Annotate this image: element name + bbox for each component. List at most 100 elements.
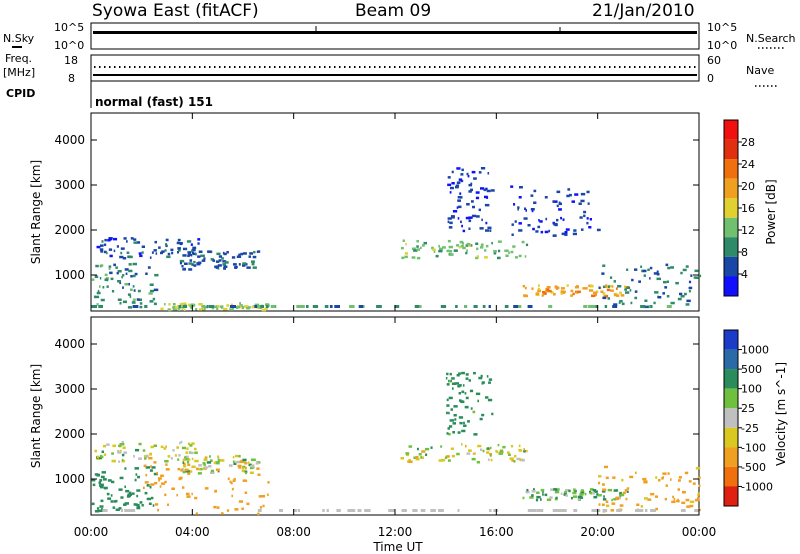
power-ground-cell xyxy=(329,305,333,308)
power-scatter-cell xyxy=(128,269,133,273)
power-scatter-cell xyxy=(553,222,558,226)
velocity-ground-cell xyxy=(602,509,608,512)
power-scatter-cell xyxy=(212,259,215,262)
power-colorbar-tick-label: 24 xyxy=(741,158,755,171)
power-scatter-cell xyxy=(580,192,586,196)
power-scatter-cell xyxy=(624,288,627,291)
power-scatter-cell xyxy=(545,217,548,221)
power-scatter-cell xyxy=(249,252,253,255)
power-scatter-cell xyxy=(649,266,653,270)
velocity-scatter-cell xyxy=(482,449,485,453)
velocity-scatter-cell xyxy=(472,410,476,414)
power-scatter-cell xyxy=(558,208,562,211)
velocity-scatter-cell xyxy=(605,500,609,503)
power-scatter-cell xyxy=(480,167,486,170)
velocity-scatter-cell xyxy=(145,473,148,477)
velocity-scatter-cell xyxy=(456,452,460,456)
velocity-ground-cell xyxy=(102,509,108,512)
velocity-scatter-cell xyxy=(643,497,648,500)
velocity-scatter-cell xyxy=(461,390,465,394)
velocity-scatter-cell xyxy=(488,381,491,384)
power-scatter-cell xyxy=(223,252,227,256)
power-scatter-cell xyxy=(132,285,135,288)
power-scatter-cell xyxy=(558,201,561,204)
velocity-scatter-cell xyxy=(113,500,117,503)
power-ground-cell xyxy=(258,305,264,308)
power-scatter-cell xyxy=(252,255,257,259)
velocity-scatter-cell xyxy=(115,508,120,511)
velocity-scatter-cell xyxy=(267,493,269,496)
velocity-scatter-cell xyxy=(99,454,103,458)
velocity-scatter-cell xyxy=(191,457,194,461)
velocity-scatter-cell xyxy=(611,502,616,505)
power-scatter-cell xyxy=(236,255,242,258)
velocity-scatter-cell xyxy=(101,508,103,511)
power-scatter-cell xyxy=(171,251,174,255)
velocity-scatter-cell xyxy=(144,491,148,495)
power-scatter-cell xyxy=(242,264,246,267)
freq-right-label: Nave xyxy=(746,64,774,77)
velocity-scatter-cell xyxy=(123,451,128,454)
velocity-scatter-cell xyxy=(446,404,450,407)
power-colorbar-tick-label: 16 xyxy=(741,202,755,215)
velocity-scatter-cell xyxy=(684,471,689,475)
station-title: Syowa East (fitACF) xyxy=(92,1,259,21)
power-scatter-cell xyxy=(238,253,241,257)
power-scatter-cell xyxy=(126,251,130,254)
power-scatter-cell xyxy=(484,203,490,207)
power-scatter-cell xyxy=(479,227,484,230)
velocity-scatter-cell xyxy=(697,493,700,497)
power-scatter-cell xyxy=(521,240,525,244)
velocity-scatter-cell xyxy=(119,476,124,480)
power-scatter-cell xyxy=(460,245,464,248)
power-scatter-cell xyxy=(432,248,436,251)
power-scatter-cell xyxy=(634,290,638,293)
power-scatter-cell xyxy=(431,246,434,250)
power-scatter-cell xyxy=(542,292,547,295)
power-scatter-cell xyxy=(530,194,534,197)
power-scatter-cell xyxy=(198,303,203,306)
velocity-ground-cell xyxy=(536,509,542,512)
power-scatter-cell xyxy=(240,252,244,256)
power-scatter-cell xyxy=(104,238,107,242)
velocity-scatter-cell xyxy=(245,461,248,465)
velocity-scatter-cell xyxy=(136,504,140,507)
power-scatter-cell xyxy=(613,303,618,306)
power-scatter-cell xyxy=(99,277,102,280)
noise-left-tick-top: 10^5 xyxy=(54,21,84,34)
velocity-scatter-cell xyxy=(610,509,615,512)
velocity-scatter-cell xyxy=(460,400,465,404)
velocity-ground-cell xyxy=(635,509,641,512)
velocity-scatter-cell xyxy=(134,467,139,470)
velocity-scatter-cell xyxy=(467,420,470,423)
power-scatter-cell xyxy=(458,246,461,249)
power-scatter-cell xyxy=(611,285,614,288)
power-scatter-cell xyxy=(472,205,475,209)
velocity-scatter-cell xyxy=(177,467,181,471)
power-y-axis-label: Slant Range [km] xyxy=(29,160,43,264)
power-scatter-cell xyxy=(161,250,165,253)
power-scatter-cell xyxy=(252,266,257,269)
velocity-scatter-cell xyxy=(640,505,644,508)
velocity-scatter-cell xyxy=(678,476,682,479)
power-scatter-cell xyxy=(133,238,137,241)
power-scatter-cell xyxy=(485,244,489,248)
velocity-scatter-cell xyxy=(451,454,455,458)
power-scatter-cell xyxy=(484,256,488,259)
power-scatter-cell xyxy=(598,286,601,289)
velocity-scatter-cell xyxy=(118,460,121,463)
power-scatter-cell xyxy=(226,251,229,254)
power-scatter-cell xyxy=(602,292,606,295)
power-colorbar-tick-label: 28 xyxy=(741,136,755,149)
velocity-scatter-cell xyxy=(101,471,106,474)
power-scatter-cell xyxy=(457,196,462,199)
velocity-scatter-cell xyxy=(544,493,548,497)
power-scatter-cell xyxy=(508,251,510,254)
power-scatter-cell xyxy=(106,278,109,282)
power-scatter-cell xyxy=(518,196,522,199)
power-ground-cell xyxy=(265,305,269,308)
velocity-scatter-cell xyxy=(597,481,601,485)
power-scatter-cell xyxy=(603,294,608,298)
velocity-scatter-cell xyxy=(197,472,202,475)
velocity-scatter-cell xyxy=(529,496,534,499)
